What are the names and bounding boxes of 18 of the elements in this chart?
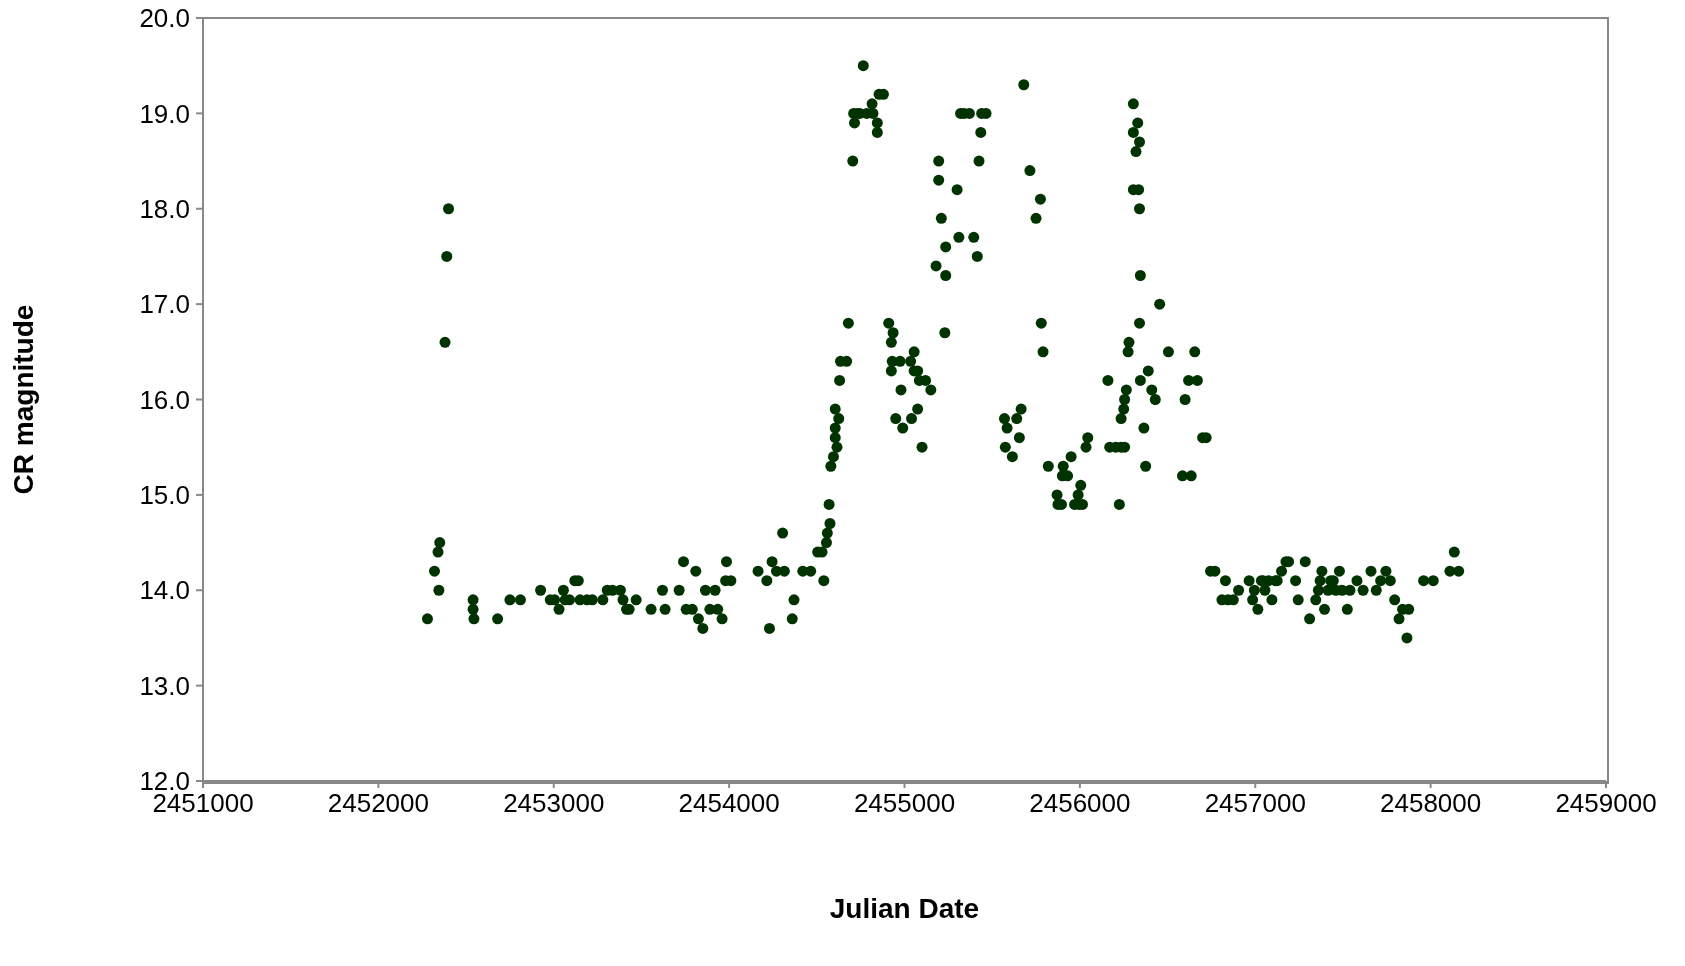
y-tick-label: 15.0 (139, 480, 190, 511)
y-tick-label: 17.0 (139, 289, 190, 320)
x-tick-label: 2454000 (678, 788, 780, 819)
x-tick-label: 2455000 (853, 788, 956, 819)
y-tick-label: 19.0 (139, 98, 190, 129)
x-tick-label: 2457000 (1204, 788, 1306, 819)
x-tick-label: 2452000 (327, 788, 429, 819)
x-tick-label: 2459000 (1555, 788, 1657, 819)
y-tick-label: 13.0 (139, 670, 190, 701)
y-axis-title: CR magnitude (7, 304, 39, 495)
y-tick-label: 20.0 (139, 3, 190, 34)
y-tick-label: 14.0 (139, 575, 190, 606)
x-tick-label: 2453000 (503, 788, 605, 819)
x-tick-label: 2458000 (1380, 788, 1482, 819)
x-tick-label: 2456000 (1029, 788, 1131, 819)
y-tick-label: 16.0 (139, 384, 190, 415)
y-tick-label: 18.0 (139, 193, 190, 224)
x-axis-title: Julian Date (829, 893, 980, 924)
